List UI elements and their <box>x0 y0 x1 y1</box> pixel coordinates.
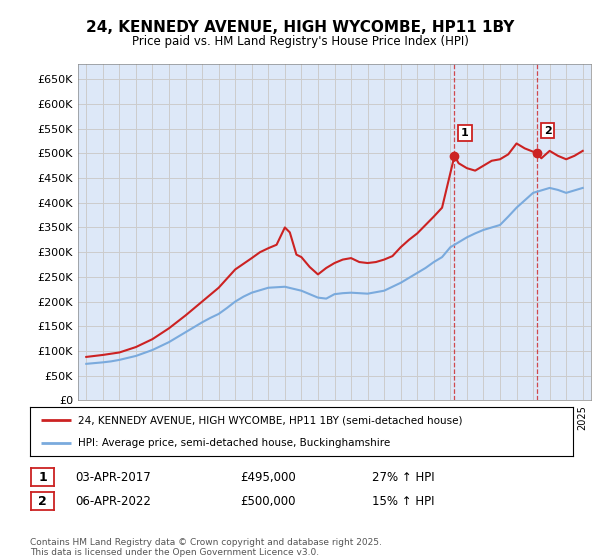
Text: £500,000: £500,000 <box>240 494 296 508</box>
Text: 1: 1 <box>38 470 47 484</box>
Text: 27% ↑ HPI: 27% ↑ HPI <box>372 470 434 484</box>
Text: 2: 2 <box>38 494 47 508</box>
Text: 06-APR-2022: 06-APR-2022 <box>75 494 151 508</box>
Text: 1: 1 <box>461 128 469 138</box>
Text: Price paid vs. HM Land Registry's House Price Index (HPI): Price paid vs. HM Land Registry's House … <box>131 35 469 48</box>
Text: 2: 2 <box>544 125 551 136</box>
Text: 24, KENNEDY AVENUE, HIGH WYCOMBE, HP11 1BY: 24, KENNEDY AVENUE, HIGH WYCOMBE, HP11 1… <box>86 20 514 35</box>
Text: 03-APR-2017: 03-APR-2017 <box>75 470 151 484</box>
Text: HPI: Average price, semi-detached house, Buckinghamshire: HPI: Average price, semi-detached house,… <box>78 438 390 448</box>
Text: £495,000: £495,000 <box>240 470 296 484</box>
Text: 15% ↑ HPI: 15% ↑ HPI <box>372 494 434 508</box>
Text: Contains HM Land Registry data © Crown copyright and database right 2025.
This d: Contains HM Land Registry data © Crown c… <box>30 538 382 557</box>
Text: 24, KENNEDY AVENUE, HIGH WYCOMBE, HP11 1BY (semi-detached house): 24, KENNEDY AVENUE, HIGH WYCOMBE, HP11 1… <box>78 416 462 426</box>
